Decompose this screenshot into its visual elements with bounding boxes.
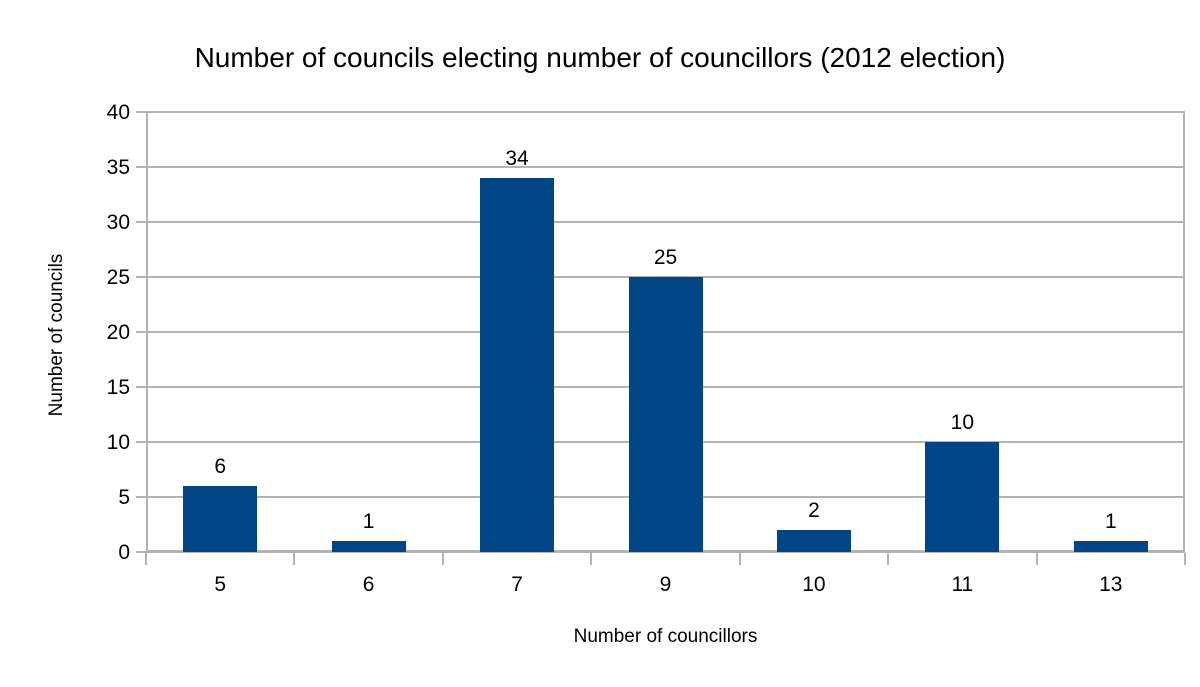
bar-category-11 — [925, 442, 1000, 552]
bar-category-9 — [628, 277, 703, 552]
y-tick-label-20: 20 — [106, 321, 130, 344]
y-tick-label-35: 35 — [106, 156, 130, 179]
y-tick-label-10: 10 — [106, 431, 130, 454]
bar-category-13 — [1073, 541, 1148, 552]
x-tick-label-7: 7 — [511, 573, 523, 596]
x-boundary-tick-5 — [887, 553, 890, 565]
bar-category-5 — [183, 486, 258, 552]
y-tick-0 — [136, 551, 146, 553]
bar-value-label-10: 2 — [808, 499, 820, 522]
y-tick-label-5: 5 — [118, 486, 130, 509]
chart-title: Number of councils electing number of co… — [194, 42, 1006, 73]
plot-area — [146, 111, 1185, 553]
x-boundary-tick-1 — [293, 553, 296, 565]
bar-value-label-6: 1 — [362, 510, 375, 533]
bar-value-label-5: 6 — [214, 455, 227, 478]
x-tick-label-9: 9 — [659, 573, 672, 596]
x-boundary-tick-2 — [441, 553, 444, 565]
x-tick-label-11: 11 — [951, 573, 974, 596]
x-tick-label-6: 6 — [362, 573, 375, 596]
y-tick-25 — [136, 276, 146, 278]
y-tick-20 — [136, 331, 146, 333]
y-tick-30 — [136, 221, 146, 223]
bar-value-label-7: 34 — [505, 147, 529, 170]
gridline-y-35 — [146, 166, 1185, 168]
y-tick-label-40: 40 — [106, 101, 130, 124]
bar-value-label-11: 10 — [950, 411, 975, 434]
bar-category-6 — [331, 541, 406, 552]
y-tick-15 — [136, 386, 146, 388]
x-boundary-tick-0 — [145, 553, 147, 565]
bar-value-label-13: 1 — [1104, 510, 1117, 533]
y-tick-label-0: 0 — [118, 541, 130, 564]
y-tick-label-15: 15 — [106, 376, 130, 399]
x-tick-label-10: 10 — [802, 573, 826, 596]
x-tick-label-13: 13 — [1099, 573, 1123, 596]
x-axis-title: Number of councillors — [573, 626, 758, 647]
y-tick-35 — [136, 166, 146, 168]
y-tick-10 — [136, 441, 146, 443]
y-tick-40 — [136, 111, 146, 113]
gridline-y-30 — [146, 221, 1185, 223]
bar-category-10 — [776, 530, 851, 552]
x-boundary-tick-4 — [738, 553, 741, 565]
x-boundary-tick-7 — [1184, 553, 1186, 565]
bar-value-label-9: 25 — [653, 246, 678, 269]
x-tick-label-5: 5 — [214, 573, 227, 596]
bar-category-7 — [480, 178, 555, 552]
y-axis-title: Number of councils — [46, 253, 67, 417]
x-boundary-tick-3 — [590, 553, 593, 565]
y-tick-5 — [136, 496, 146, 498]
gridline-y-40 — [146, 111, 1185, 113]
y-tick-label-30: 30 — [106, 211, 130, 234]
x-boundary-tick-6 — [1035, 553, 1038, 565]
y-tick-label-25: 25 — [106, 266, 130, 289]
